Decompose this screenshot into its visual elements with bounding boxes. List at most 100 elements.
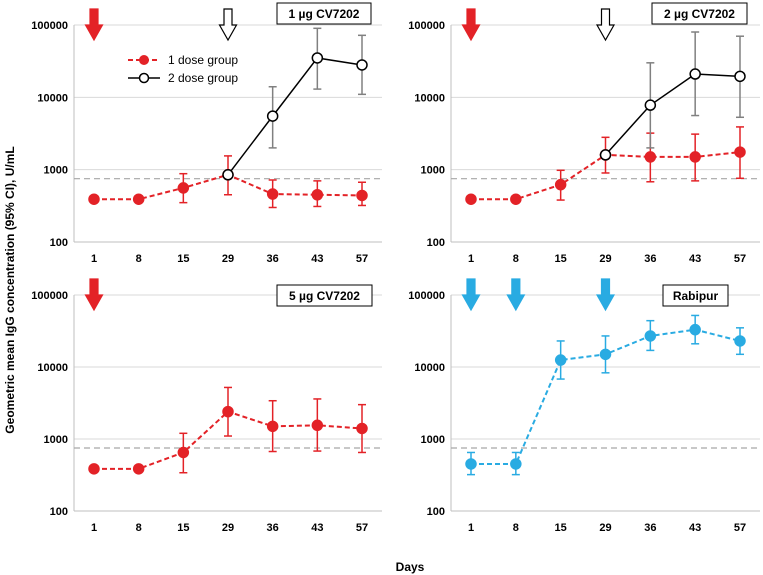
x-tick-label: 1 bbox=[91, 253, 97, 265]
x-tick-label: 8 bbox=[513, 522, 519, 534]
y-tick-label: 100 bbox=[50, 237, 68, 249]
data-point-1-dose-group bbox=[356, 422, 368, 435]
dose-arrow bbox=[595, 278, 616, 312]
x-tick-label: 15 bbox=[177, 253, 189, 265]
panel-1: 100 1000 10000 100000 1 8 15 29 36 43 57 1 µg CV720… bbox=[31, 2, 382, 265]
data-point-1-dose-group bbox=[88, 193, 100, 205]
y-tick-label: 10000 bbox=[37, 362, 68, 374]
data-point-1-dose-group bbox=[177, 446, 190, 459]
panel-title: Rabipur bbox=[673, 289, 719, 303]
x-tick-label: 29 bbox=[599, 253, 611, 265]
panel-title-box bbox=[651, 2, 748, 25]
x-tick-label: 36 bbox=[267, 522, 279, 534]
data-point-2-dose-group bbox=[734, 70, 746, 83]
dose-arrow-open bbox=[595, 8, 616, 42]
data-point-rabipur bbox=[510, 458, 522, 470]
x-tick-label: 57 bbox=[734, 522, 746, 534]
y-tick-label: 100000 bbox=[31, 20, 68, 32]
legend-label-2-dose: 2 dose group bbox=[168, 71, 238, 85]
data-point-2-dose-group bbox=[356, 59, 368, 71]
x-tick-label: 36 bbox=[644, 253, 656, 265]
y-tick-label: 1000 bbox=[421, 434, 445, 446]
data-point-rabipur bbox=[554, 354, 567, 366]
x-tick-label: 43 bbox=[311, 253, 323, 265]
x-tick-label: 57 bbox=[734, 253, 746, 265]
y-tick-label: 100000 bbox=[408, 290, 445, 302]
data-point-rabipur bbox=[599, 348, 612, 361]
panel-title-box bbox=[662, 284, 729, 307]
data-point-rabipur bbox=[465, 458, 477, 470]
data-point-1-dose-group bbox=[266, 188, 279, 200]
y-tick-label: 100 bbox=[50, 506, 68, 518]
data-point-1-dose-group bbox=[266, 420, 279, 433]
series-line-2-dose-group bbox=[227, 57, 363, 176]
dose-arrow bbox=[461, 278, 481, 312]
data-point-rabipur bbox=[689, 323, 701, 336]
x-tick-label: 1 bbox=[468, 522, 474, 534]
legend-label-1-dose: 1 dose group bbox=[168, 53, 238, 67]
panel-3: 100 1000 10000 100000 1 8 15 29 36 43 57 5 µg CV720… bbox=[31, 278, 382, 534]
y-tick-label: 10000 bbox=[37, 92, 68, 104]
data-point-1-dose-group bbox=[311, 189, 324, 201]
x-axis-label: Days bbox=[396, 560, 425, 574]
x-tick-label: 8 bbox=[136, 253, 142, 265]
data-point-2-dose-group bbox=[266, 110, 279, 122]
y-tick-label: 100 bbox=[427, 237, 445, 249]
data-point-1-dose-group bbox=[356, 189, 368, 202]
data-point-1-dose-group bbox=[689, 151, 701, 163]
y-tick-label: 100 bbox=[427, 506, 445, 518]
data-point-2-dose-group bbox=[222, 169, 234, 181]
data-point-1-dose-group bbox=[222, 405, 234, 418]
y-tick-label: 100000 bbox=[408, 20, 445, 32]
x-tick-label: 29 bbox=[599, 522, 611, 534]
data-point-1-dose-group bbox=[734, 146, 746, 158]
x-tick-label: 57 bbox=[356, 253, 368, 265]
x-tick-label: 36 bbox=[644, 522, 656, 534]
dose-arrow bbox=[461, 8, 481, 42]
x-tick-label: 15 bbox=[555, 522, 567, 534]
data-point-1-dose-group bbox=[644, 151, 657, 163]
data-point-2-dose-group bbox=[644, 99, 657, 111]
data-point-2-dose-group bbox=[311, 52, 324, 64]
x-tick-label: 43 bbox=[689, 253, 701, 265]
x-tick-label: 1 bbox=[468, 253, 474, 265]
y-tick-label: 100000 bbox=[31, 290, 68, 302]
x-tick-label: 43 bbox=[311, 522, 323, 534]
data-point-1-dose-group bbox=[554, 178, 567, 191]
data-point-1-dose-group bbox=[177, 182, 190, 194]
legend: 1 dose group 2 dose group bbox=[128, 53, 238, 85]
x-tick-label: 29 bbox=[222, 522, 234, 534]
panel-title: 2 µg CV7202 bbox=[664, 7, 735, 21]
x-tick-label: 36 bbox=[267, 253, 279, 265]
data-point-1-dose-group bbox=[132, 463, 145, 475]
data-point-1-dose-group bbox=[88, 463, 100, 475]
y-tick-label: 1000 bbox=[421, 165, 445, 177]
dose-arrow-open bbox=[218, 8, 238, 42]
data-point-2-dose-group bbox=[599, 149, 612, 161]
y-tick-label: 1000 bbox=[44, 165, 68, 177]
dose-arrow bbox=[84, 278, 104, 312]
x-tick-label: 15 bbox=[177, 522, 189, 534]
y-tick-label: 10000 bbox=[414, 92, 445, 104]
x-tick-label: 8 bbox=[136, 522, 142, 534]
data-point-1-dose-group bbox=[465, 193, 477, 205]
series-line-2-dose-group bbox=[604, 73, 741, 156]
x-tick-label: 43 bbox=[689, 522, 701, 534]
x-tick-label: 29 bbox=[222, 253, 234, 265]
panel-2: 100 1000 10000 100000 1 8 15 29 36 43 57 2 µg CV720… bbox=[408, 2, 760, 265]
panel-title-box bbox=[276, 284, 373, 307]
panel-title-box bbox=[276, 2, 372, 25]
y-tick-label: 1000 bbox=[44, 434, 68, 446]
data-point-2-dose-group bbox=[689, 68, 701, 80]
data-point-1-dose-group bbox=[132, 193, 145, 205]
data-point-rabipur bbox=[734, 335, 746, 347]
data-point-1-dose-group bbox=[311, 419, 324, 432]
y-tick-label: 10000 bbox=[414, 362, 445, 374]
panel-title: 1 µg CV7202 bbox=[289, 7, 360, 21]
x-tick-label: 15 bbox=[555, 253, 567, 265]
x-tick-label: 8 bbox=[513, 253, 519, 265]
legend-marker-2-dose bbox=[138, 72, 150, 84]
x-tick-label: 57 bbox=[356, 522, 368, 534]
y-axis-label: Geometric mean IgG concentration (95% CI… bbox=[3, 146, 17, 433]
